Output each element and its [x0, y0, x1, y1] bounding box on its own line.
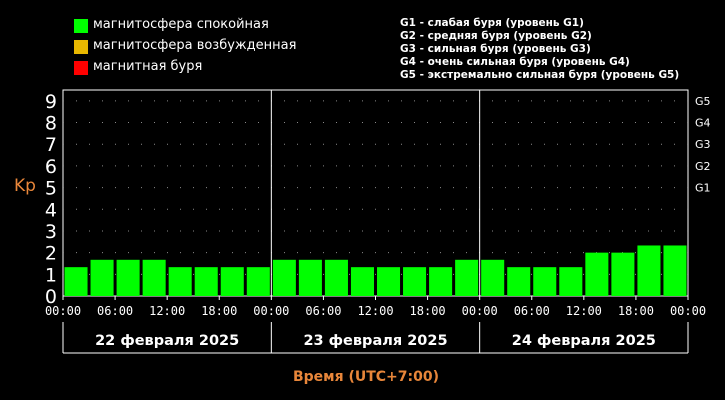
kp-bar [559, 267, 583, 296]
g-level-label: G1 [695, 182, 711, 195]
x-tick-label: 18:00 [201, 304, 237, 318]
x-tick-label: 00:00 [253, 304, 289, 318]
kp-bar [116, 259, 140, 296]
day-label: 23 февраля 2025 [303, 333, 447, 349]
legend-label-storm: магнитная буря [93, 59, 203, 74]
x-tick-label: 00:00 [670, 304, 706, 318]
g-legend-g5: G5 - экстремально сильная буря (уровень … [400, 69, 680, 81]
kp-bar [168, 267, 192, 296]
y-tick-label: 3 [45, 221, 57, 243]
y-tick-label: 4 [45, 199, 57, 221]
y-tick-label: 9 [45, 91, 57, 113]
x-tick-label: 06:00 [305, 304, 341, 318]
x-tick-label: 00:00 [45, 304, 81, 318]
day-label: 24 февраля 2025 [512, 333, 656, 349]
x-axis-title: Время (UTC+7:00) [293, 369, 439, 385]
y-tick-label: 1 [45, 264, 57, 286]
x-tick-label: 06:00 [97, 304, 133, 318]
x-tick-label: 12:00 [149, 304, 185, 318]
kp-bar [64, 267, 88, 296]
day-label: 22 февраля 2025 [95, 333, 239, 349]
y-axis-label: Kp [14, 176, 36, 196]
kp-bar [481, 259, 505, 296]
kp-bar [637, 245, 661, 296]
g-legend-g3: G3 - сильная буря (уровень G3) [400, 43, 591, 55]
x-tick-label: 00:00 [462, 304, 498, 318]
y-tick-label: 7 [45, 134, 57, 156]
kp-bar [663, 245, 687, 296]
legend-label-quiet: магнитосфера спокойная [93, 17, 269, 32]
g-level-label: G2 [695, 160, 711, 173]
kp-bar [429, 267, 453, 296]
kp-bar [403, 267, 427, 296]
legend-swatch-storm [74, 61, 88, 75]
kp-bar [142, 259, 166, 296]
y-tick-label: 5 [45, 178, 57, 200]
kp-bar [350, 267, 374, 296]
x-tick-label: 18:00 [410, 304, 446, 318]
legend-swatch-quiet [74, 19, 88, 33]
y-tick-label: 2 [45, 243, 57, 265]
kp-bar [220, 267, 244, 296]
kp-bar [611, 252, 635, 296]
x-tick-label: 12:00 [357, 304, 393, 318]
kp-bar [533, 267, 557, 296]
x-tick-label: 12:00 [566, 304, 602, 318]
g-level-label: G5 [695, 95, 711, 108]
kp-bar [194, 267, 218, 296]
x-tick-label: 06:00 [514, 304, 550, 318]
g-legend-g4: G4 - очень сильная буря (уровень G4) [400, 56, 630, 68]
x-tick-label: 18:00 [618, 304, 654, 318]
g-legend-g2: G2 - средняя буря (уровень G2) [400, 30, 592, 42]
g-level-label: G3 [695, 138, 711, 151]
kp-bar [298, 259, 322, 296]
kp-bar [90, 259, 114, 296]
g-level-label: G4 [695, 117, 711, 130]
kp-bar [324, 259, 348, 296]
g-legend-g1: G1 - слабая буря (уровень G1) [400, 17, 584, 29]
legend-swatch-active [74, 40, 88, 54]
kp-bar [272, 259, 296, 296]
y-tick-label: 0 [45, 286, 57, 308]
kp-bar [377, 267, 401, 296]
y-tick-label: 6 [45, 156, 57, 178]
kp-bar [455, 259, 479, 296]
kp-bar [507, 267, 531, 296]
legend-label-active: магнитосфера возбужденная [93, 38, 297, 53]
y-tick-label: 8 [45, 113, 57, 135]
kp-bar [246, 267, 270, 296]
kp-bar [585, 252, 609, 296]
